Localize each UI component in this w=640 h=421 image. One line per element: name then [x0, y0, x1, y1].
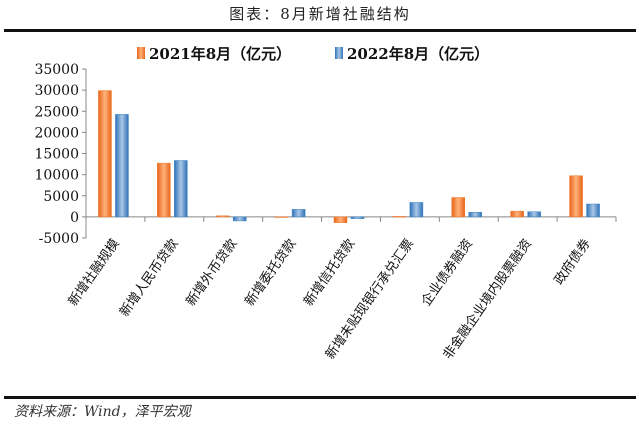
bar-2021 [510, 210, 524, 218]
bar-2021 [392, 216, 407, 218]
bar-2022 [527, 211, 541, 218]
y-tick-label: 5000 [43, 189, 79, 205]
bar-2022 [468, 212, 483, 218]
bar-2022 [232, 216, 247, 222]
bar-2021 [451, 197, 466, 218]
bar-2021 [333, 216, 348, 223]
legend-label: 2022年8月（亿元） [347, 45, 489, 63]
source-divider [4, 396, 636, 399]
figure-title: 图表：8月新增社融结构 [229, 5, 411, 23]
bar-2022 [291, 209, 306, 218]
legend-swatch-1 [335, 47, 343, 59]
bar-2021 [274, 216, 289, 218]
bar-2022 [350, 216, 365, 219]
y-tick-label: -5000 [39, 231, 79, 247]
bar-2021 [215, 215, 230, 218]
x-tick-label: 新增外币贷款 [183, 236, 241, 309]
source-note: 资料来源：Wind，泽平宏观 [14, 404, 191, 420]
bar-2022 [174, 160, 188, 218]
x-tick-label: 新增委托贷款 [242, 236, 300, 309]
bar-2022 [115, 114, 129, 218]
y-tick-label: 35000 [34, 62, 79, 78]
bar-2022 [586, 203, 600, 218]
y-tick-label: 30000 [34, 83, 79, 99]
y-tick-label: 20000 [34, 125, 79, 141]
legend-swatch-0 [137, 47, 145, 59]
y-tick-label: 25000 [34, 104, 79, 120]
x-tick-label: 政府债券 [551, 236, 594, 288]
bar-chart: 2021年8月（亿元） 2022年8月（亿元） 35000 30000 25000 20… [34, 45, 617, 362]
legend-label: 2021年8月（亿元） [149, 45, 291, 63]
y-tick-label: 10000 [34, 168, 79, 184]
x-tick-label: 新增人民币贷款 [116, 236, 181, 320]
bar-2021 [569, 175, 583, 218]
y-tick-label: 0 [70, 210, 79, 226]
bar-2021 [98, 90, 112, 218]
bar-2021 [157, 162, 171, 218]
y-tick-label: 15000 [34, 147, 79, 163]
x-tick-label: 企业债券融资 [418, 236, 476, 309]
legend: 2021年8月（亿元） 2022年8月（亿元） [137, 45, 489, 63]
bar-2022 [409, 202, 424, 218]
x-tick-label: 新增信托贷款 [300, 236, 358, 309]
title-divider [4, 29, 636, 32]
